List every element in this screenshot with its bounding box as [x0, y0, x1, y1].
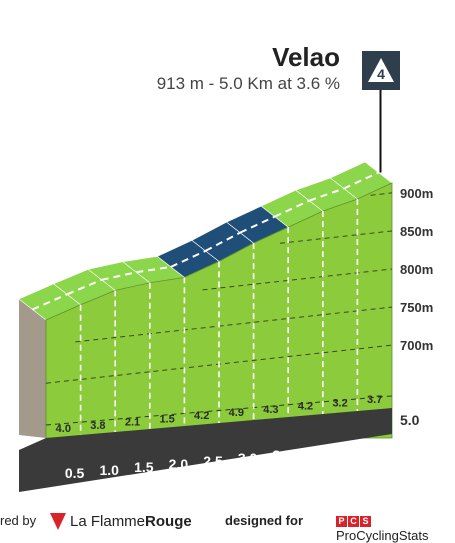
flamme-rouge-icon	[50, 513, 66, 530]
elevation-grid-line	[279, 230, 393, 244]
x-tick-label: 2.0	[169, 456, 189, 472]
profile-center-dash	[170, 249, 206, 268]
x-tick-label: 4.5	[342, 441, 362, 457]
segment-gradient-label: 3.8	[90, 420, 105, 432]
y-tick-label: 750m	[400, 300, 433, 315]
category-number: 4	[377, 66, 385, 82]
segment-gradient-label: 4.2	[194, 410, 209, 422]
profile-center-dash	[343, 171, 379, 190]
elevation-grid-line	[45, 395, 393, 426]
elevation-grid-line	[202, 268, 393, 291]
x-tick-label: 2.5	[203, 453, 223, 469]
profile-center-dash	[274, 199, 310, 218]
climb-stats: 913 m - 5.0 Km at 3.6 %	[156, 74, 340, 93]
pcs-letter-c: C	[348, 516, 359, 527]
profile-center-dash	[66, 278, 103, 296]
y-tick-label: 900m	[400, 186, 433, 201]
x-tick-label: 4.0	[307, 444, 327, 460]
segment-gradient-label: 4.2	[298, 401, 313, 413]
x-tick-label: 1.5	[134, 459, 154, 475]
pcs-letter-p: P	[336, 516, 347, 527]
profile-center-dash	[239, 215, 276, 234]
x-tick-label: 1.0	[99, 462, 119, 478]
y-tick-label: 850m	[400, 224, 433, 239]
elevation-grid-line	[75, 306, 393, 343]
pcs-letter-s: S	[360, 516, 371, 527]
profile-center-dash	[101, 271, 137, 281]
climb-name: Velao	[272, 42, 340, 72]
profile-face	[45, 182, 393, 439]
segment-gradient-label: 1.5	[159, 413, 174, 425]
powered-by-label: red by	[0, 513, 37, 528]
y-tick-label: 700m	[400, 338, 433, 353]
pcs-name: ProCyclingStats	[336, 528, 429, 543]
x-tick-label: 3.0	[238, 450, 258, 466]
profile-side-wall	[19, 299, 46, 438]
segment-gradient-label: 3.2	[332, 397, 347, 409]
segment-gradient-label: 4.9	[229, 407, 244, 419]
segment-gradient-label: 4.3	[263, 404, 278, 416]
segment-gradient-label: 4.0	[56, 423, 71, 435]
elevation-grid-line	[370, 192, 393, 196]
x-tick-label: 3.5	[272, 447, 292, 463]
segment-gradient-label: 2.1	[125, 417, 140, 429]
la-flamme-rouge-logo[interactable]: La FlammeRouge	[70, 513, 192, 530]
profile-center-dash	[136, 265, 172, 274]
profile-center-dash	[32, 293, 68, 311]
brand-suffix: Rouge	[145, 513, 192, 530]
profile-center-dash	[205, 231, 241, 252]
mountain-category-icon	[368, 58, 394, 82]
profile-base	[19, 408, 392, 492]
designed-for-label: designed for	[225, 513, 304, 528]
segment-gradient-label: 3.7	[367, 394, 382, 406]
x-tick-label: 0.5	[65, 465, 85, 481]
end-distance-label: 5.0	[400, 412, 420, 428]
y-tick-label: 800m	[400, 262, 433, 277]
profile-center-dash	[308, 187, 345, 202]
brand-prefix: La Flamme	[70, 513, 146, 530]
